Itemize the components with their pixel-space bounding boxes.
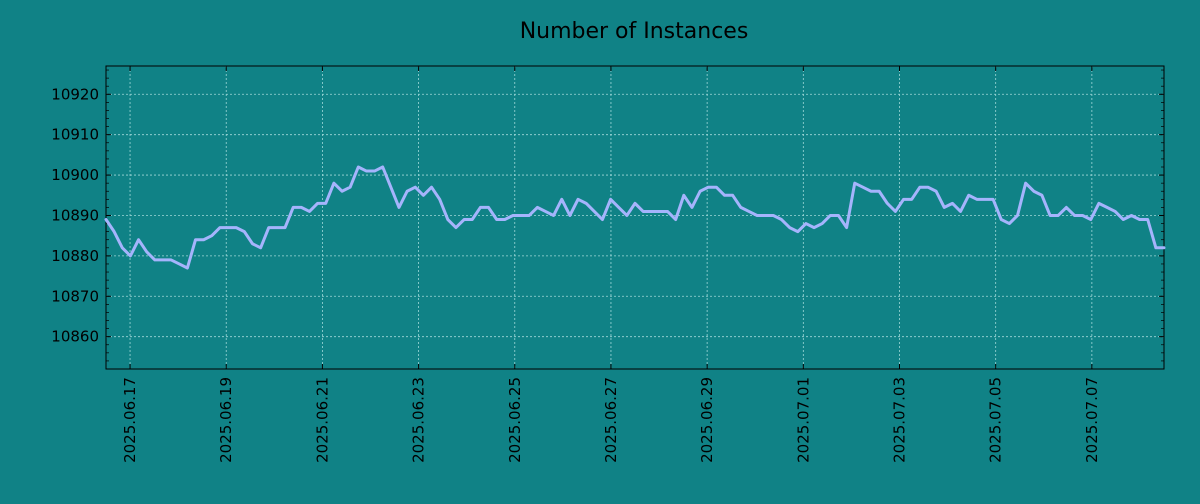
series-layer (104, 165, 1166, 270)
plot-area (105, 65, 1165, 370)
series-line (104, 165, 1166, 270)
y-tick-label: 10910 (51, 126, 99, 144)
y-tick-label: 10860 (51, 328, 99, 346)
y-tick-label: 10880 (51, 247, 99, 265)
y-tick-label: 10920 (51, 85, 99, 103)
x-tick-label: 2025.07.07 (1083, 377, 1101, 463)
x-tick-label: 2025.06.23 (410, 377, 428, 463)
x-tick-label: 2025.06.19 (217, 377, 235, 463)
x-tick-label: 2025.06.25 (506, 377, 524, 463)
x-tick-label: 2025.07.03 (891, 377, 909, 463)
axis-ticks: 10860 10870 10880 10890 10900 10910 10920 2025.… (51, 66, 1164, 463)
y-tick-label: 10870 (51, 287, 99, 305)
y-tick-label: 10890 (51, 206, 99, 224)
x-tick-label: 2025.07.01 (794, 377, 812, 463)
x-tick-label: 2025.06.21 (313, 377, 331, 463)
x-tick-label: 2025.06.27 (602, 377, 620, 463)
x-tick-label: 2025.06.17 (121, 377, 139, 463)
x-tick-label: 2025.07.05 (987, 377, 1005, 463)
grid (106, 66, 1164, 369)
y-tick-label: 10900 (51, 166, 99, 184)
x-tick-label: 2025.06.29 (698, 377, 716, 463)
chart-title: Number of Instances (520, 19, 749, 44)
